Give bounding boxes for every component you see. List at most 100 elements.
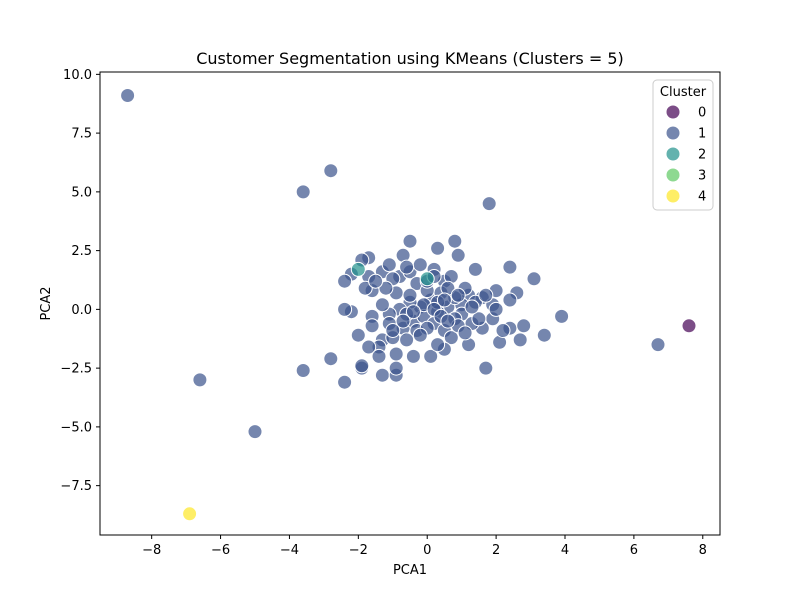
data-point-cluster-1 <box>402 287 418 303</box>
data-point-cluster-1 <box>440 313 456 329</box>
y-tick-label: 7.5 <box>71 127 92 142</box>
y-tick-label: 0.0 <box>71 303 92 318</box>
data-point-cluster-1 <box>430 337 446 353</box>
x-tick-label: 0 <box>423 543 431 558</box>
data-point-cluster-1 <box>478 287 494 303</box>
data-point-cluster-1 <box>443 330 459 346</box>
data-point-cluster-1 <box>192 372 208 388</box>
x-tick-label: −8 <box>142 543 161 558</box>
y-tick-label: 5.0 <box>71 185 92 200</box>
x-axis: −8 −6 −4 −2 0 2 4 6 8 <box>142 535 707 558</box>
data-point-cluster-1 <box>381 257 397 273</box>
x-tick-label: −6 <box>211 543 230 558</box>
data-point-cluster-2 <box>350 261 366 277</box>
x-tick-label: 2 <box>492 543 500 558</box>
data-point-cluster-1 <box>295 363 311 378</box>
legend-marker-cluster-4 <box>665 188 681 204</box>
data-point-cluster-1 <box>385 323 401 338</box>
legend-label-cluster-2: 2 <box>698 148 706 163</box>
legend-label-cluster-4: 4 <box>698 190 706 205</box>
data-point-cluster-1 <box>337 301 353 317</box>
chart-title: Customer Segmentation using KMeans (Clus… <box>196 49 624 68</box>
y-tick-label: −7.5 <box>60 479 92 494</box>
legend-marker-cluster-2 <box>665 146 681 162</box>
data-point-cluster-1 <box>412 257 428 273</box>
data-point-cluster-1 <box>337 273 353 289</box>
data-point-cluster-1 <box>488 301 504 317</box>
plot-frame <box>99 71 721 536</box>
data-point-cluster-1 <box>450 247 466 263</box>
legend-marker-cluster-3 <box>665 167 681 183</box>
x-tick-label: 4 <box>561 543 569 558</box>
legend: Cluster 0 1 2 3 4 <box>652 79 714 211</box>
data-point-cluster-1 <box>423 348 439 364</box>
data-point-cluster-2 <box>419 271 435 287</box>
x-tick-label: 8 <box>699 543 707 558</box>
y-tick-label: −5.0 <box>60 420 92 435</box>
data-point-cluster-1 <box>502 292 518 308</box>
data-point-cluster-1 <box>554 308 570 324</box>
data-point-cluster-1 <box>399 332 415 348</box>
data-point-cluster-1 <box>405 348 421 364</box>
points-layer <box>120 88 697 522</box>
x-axis-label: PCA1 <box>393 563 427 578</box>
data-point-cluster-1 <box>405 304 421 320</box>
y-tick-label: −2.5 <box>60 362 92 377</box>
data-point-cluster-1 <box>502 259 518 275</box>
y-tick-label: 10.0 <box>63 68 92 83</box>
legend-label-cluster-0: 0 <box>698 106 706 121</box>
data-point-cluster-1 <box>526 271 542 287</box>
data-point-cluster-1 <box>378 280 394 296</box>
data-point-cluster-1 <box>512 332 528 348</box>
data-point-cluster-1 <box>412 327 428 343</box>
data-point-cluster-1 <box>536 327 552 343</box>
data-point-cluster-1 <box>368 273 384 289</box>
data-point-cluster-1 <box>357 280 373 296</box>
data-point-cluster-1 <box>471 311 487 327</box>
data-point-cluster-1 <box>354 358 370 374</box>
data-point-cluster-1 <box>457 325 473 341</box>
data-point-cluster-1 <box>247 424 263 440</box>
data-point-cluster-1 <box>323 163 339 179</box>
data-point-cluster-1 <box>395 313 411 329</box>
data-point-cluster-0 <box>681 318 697 334</box>
data-point-cluster-1 <box>350 327 366 343</box>
x-tick-label: 6 <box>630 543 638 558</box>
y-axis-label: PCA2 <box>39 286 54 320</box>
data-point-cluster-1 <box>650 337 666 353</box>
data-point-cluster-1 <box>464 299 480 315</box>
data-point-cluster-1 <box>481 196 497 212</box>
legend-title: Cluster <box>660 85 707 100</box>
data-point-cluster-4 <box>182 506 198 522</box>
data-point-cluster-1 <box>402 233 418 249</box>
data-point-cluster-1 <box>447 233 463 249</box>
legend-marker-cluster-0 <box>665 104 681 120</box>
data-point-cluster-1 <box>337 374 353 390</box>
x-tick-label: −4 <box>280 543 299 558</box>
data-point-cluster-1 <box>388 346 404 362</box>
data-point-cluster-1 <box>374 297 390 313</box>
data-point-cluster-1 <box>516 318 532 334</box>
data-point-cluster-1 <box>364 318 380 334</box>
data-point-cluster-1 <box>450 287 466 303</box>
data-point-cluster-1 <box>374 367 390 383</box>
data-point-cluster-1 <box>295 184 311 200</box>
x-tick-label: −2 <box>349 543 368 558</box>
legend-label-cluster-3: 3 <box>698 169 706 184</box>
data-point-cluster-1 <box>436 292 452 308</box>
data-point-cluster-1 <box>388 360 404 376</box>
data-point-cluster-1 <box>478 360 494 376</box>
data-point-cluster-1 <box>430 240 446 256</box>
data-point-cluster-1 <box>467 261 483 277</box>
data-point-cluster-1 <box>495 323 511 338</box>
data-point-cluster-1 <box>323 351 339 367</box>
y-axis: −7.5 −5.0 −2.5 0.0 2.5 5.0 7.5 10.0 <box>60 68 100 494</box>
data-point-cluster-1 <box>120 88 136 103</box>
legend-marker-cluster-1 <box>665 125 681 141</box>
data-point-cluster-1 <box>371 348 387 364</box>
data-point-cluster-1 <box>399 259 415 275</box>
legend-label-cluster-1: 1 <box>698 127 706 142</box>
data-point-cluster-1 <box>361 339 377 355</box>
y-tick-label: 2.5 <box>71 244 92 259</box>
